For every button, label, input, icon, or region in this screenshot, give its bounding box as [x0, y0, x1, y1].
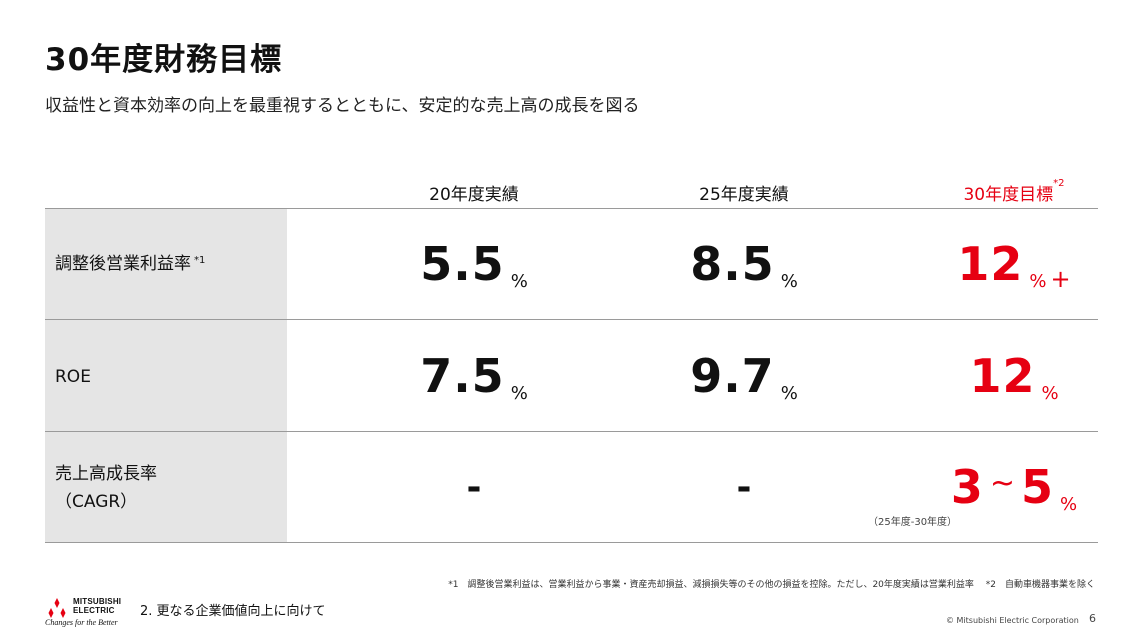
unit: % — [1060, 494, 1078, 515]
unit: % — [1029, 271, 1047, 292]
three-diamonds-icon — [48, 598, 66, 618]
row-label-line: （CAGR） — [55, 492, 138, 512]
page-subtitle: 収益性と資本効率の向上を最重視するとともに、安定的な売上高の成長を図る — [45, 96, 640, 116]
company-logo: MITSUBISHI ELECTRIC Changes for the Bett… — [45, 596, 125, 630]
column-header-label: 20年度実績 — [429, 185, 519, 205]
value: 8.5 — [690, 237, 775, 291]
column-header-fy20: 20年度実績 — [344, 180, 604, 205]
column-header-fy25: 25年度実績 — [614, 180, 874, 205]
page-number: 6 — [1089, 612, 1096, 625]
logo-line: MITSUBISHI — [73, 597, 122, 606]
value-cell: 8.5% — [614, 209, 874, 319]
unit: % — [510, 271, 528, 292]
logo-tagline: Changes for the Better — [45, 618, 118, 627]
plus-suffix: + — [1050, 265, 1071, 293]
value-to: 5 — [1021, 460, 1055, 514]
target-value-cell: 3 ~5% — [884, 432, 1139, 542]
row-label: ROE — [55, 367, 91, 387]
unit: % — [510, 383, 528, 404]
row-label: 調整後営業利益率 *1 — [55, 250, 205, 278]
table-row-roe: ROE 7.5% 9.7% 12% — [45, 320, 1098, 431]
range-tilde: ~ — [989, 465, 1016, 501]
table-rule — [45, 431, 1098, 432]
value: 9.7 — [690, 348, 775, 403]
value: 12 — [957, 237, 1024, 291]
value: 7.5 — [420, 348, 505, 403]
row-label-cell: 調整後営業利益率 *1 — [45, 209, 287, 319]
footnote-marker: *2 — [1053, 178, 1065, 189]
table-rule — [45, 542, 1098, 543]
logo-line: ELECTRIC — [73, 606, 115, 615]
cagr-period-note: （25年度-30年度） — [868, 517, 958, 528]
row-label-cell: ROE — [45, 320, 287, 431]
value-cell: - — [614, 432, 874, 542]
footnote-marker: *1 — [194, 255, 206, 266]
table-rule — [45, 319, 1098, 320]
value-cell: 5.5% — [344, 209, 604, 319]
value: - — [466, 466, 482, 508]
row-label: 売上高成長率 （CAGR） — [55, 460, 157, 516]
row-label-cell: 売上高成長率 （CAGR） — [45, 432, 287, 542]
section-label: 2. 更なる企業価値向上に向けて — [140, 604, 326, 619]
value-cell: - — [344, 432, 604, 542]
logo-wordmark: MITSUBISHI ELECTRIC — [73, 597, 121, 615]
page-title: 30年度財務目標 — [45, 42, 283, 78]
table-row-sales-growth: 売上高成長率 （CAGR） - - 3 ~5% — [45, 432, 1098, 542]
value-from: 3 — [950, 460, 984, 514]
target-value-cell: 12% + — [884, 209, 1139, 319]
value-cell: 9.7% — [614, 320, 874, 431]
value: 5.5 — [420, 237, 505, 291]
value-cell: 7.5% — [344, 320, 604, 431]
value: 12 — [969, 348, 1036, 403]
column-header-fy30-target: 30年度目標*2 — [884, 178, 1139, 205]
financial-targets-table: 20年度実績 25年度実績 30年度目標*2 調整後営業利益率 *1 5.5% 8… — [45, 170, 1098, 544]
copyright: © Mitsubishi Electric Corporation — [946, 616, 1079, 625]
unit: % — [780, 271, 798, 292]
unit: % — [1041, 383, 1059, 404]
table-rule — [45, 208, 1098, 209]
value: - — [736, 466, 752, 508]
target-value-cell: 12% — [884, 320, 1139, 431]
unit: % — [780, 383, 798, 404]
column-header-label: 30年度目標 — [963, 185, 1054, 205]
row-label-line: 売上高成長率 — [55, 464, 157, 484]
row-label-text: 調整後営業利益率 — [55, 254, 191, 274]
footnote: *1 調整後営業利益は、営業利益から事業・資産売却損益、減損損失等のその他の損益… — [448, 580, 1095, 590]
table-row-adjusted-operating-margin: 調整後営業利益率 *1 5.5% 8.5% 12% + — [45, 209, 1098, 319]
column-header-label: 25年度実績 — [699, 185, 789, 205]
